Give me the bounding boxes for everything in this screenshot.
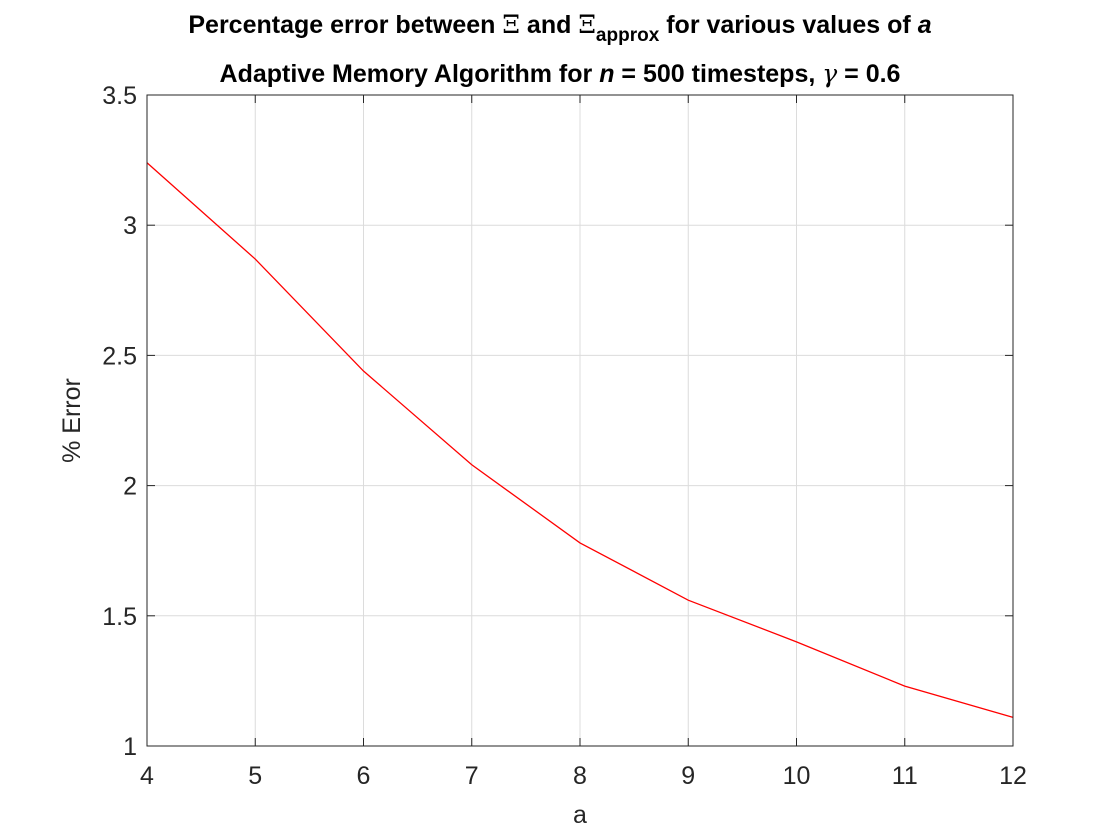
y-tick-label: 3.5 [102,82,137,110]
x-axis-label: a [573,801,587,829]
x-tick-label: 11 [892,762,918,790]
x-tick-label: 7 [465,762,479,790]
title2-variable-n: n [599,60,615,88]
title-subscript-approx: approx [595,25,660,46]
title-text-mid: and [519,11,579,39]
y-tick-label: 1.5 [102,603,137,631]
x-tick-label: 9 [681,762,695,790]
y-tick-label: 2 [123,473,137,501]
x-tick-label: 5 [248,762,262,790]
title2-text-post: = 0.6 [837,60,901,88]
x-tick-label: 12 [999,762,1027,790]
title2-gamma-symbol: γ [822,59,838,88]
title2-text-pre: Adaptive Memory Algorithm for [219,60,600,88]
chart-title-line-1: Percentage error between Ξ and Ξapprox f… [0,10,1120,47]
y-tick-label: 1 [123,733,137,761]
series-line [146,162,1014,718]
y-tick-label: 3 [123,212,137,240]
title-text-post: for various values of [659,11,918,39]
title2-text-mid: = 500 timesteps, [614,60,823,88]
x-tick-label: 8 [573,762,587,790]
axis-ticks: 4 5 6 7 8 9 10 11 12 1 1.5 2 2.5 3 3.5 [102,82,1027,790]
x-tick-label: 10 [783,762,811,790]
title-xi-approx-symbol: Ξ [578,10,596,39]
title-xi-symbol: Ξ [502,10,520,39]
series-layer [146,162,1014,718]
x-tick-label: 4 [140,762,154,790]
y-tick-label: 2.5 [102,342,137,370]
x-tick-label: 6 [357,762,371,790]
y-axis-label: % Error [58,378,86,463]
title-variable-a: a [917,11,932,39]
grid-lines [146,94,1014,747]
title-text-pre: Percentage error between [188,11,503,39]
chart-title-line-2: Adaptive Memory Algorithm for n = 500 ti… [0,59,1120,89]
